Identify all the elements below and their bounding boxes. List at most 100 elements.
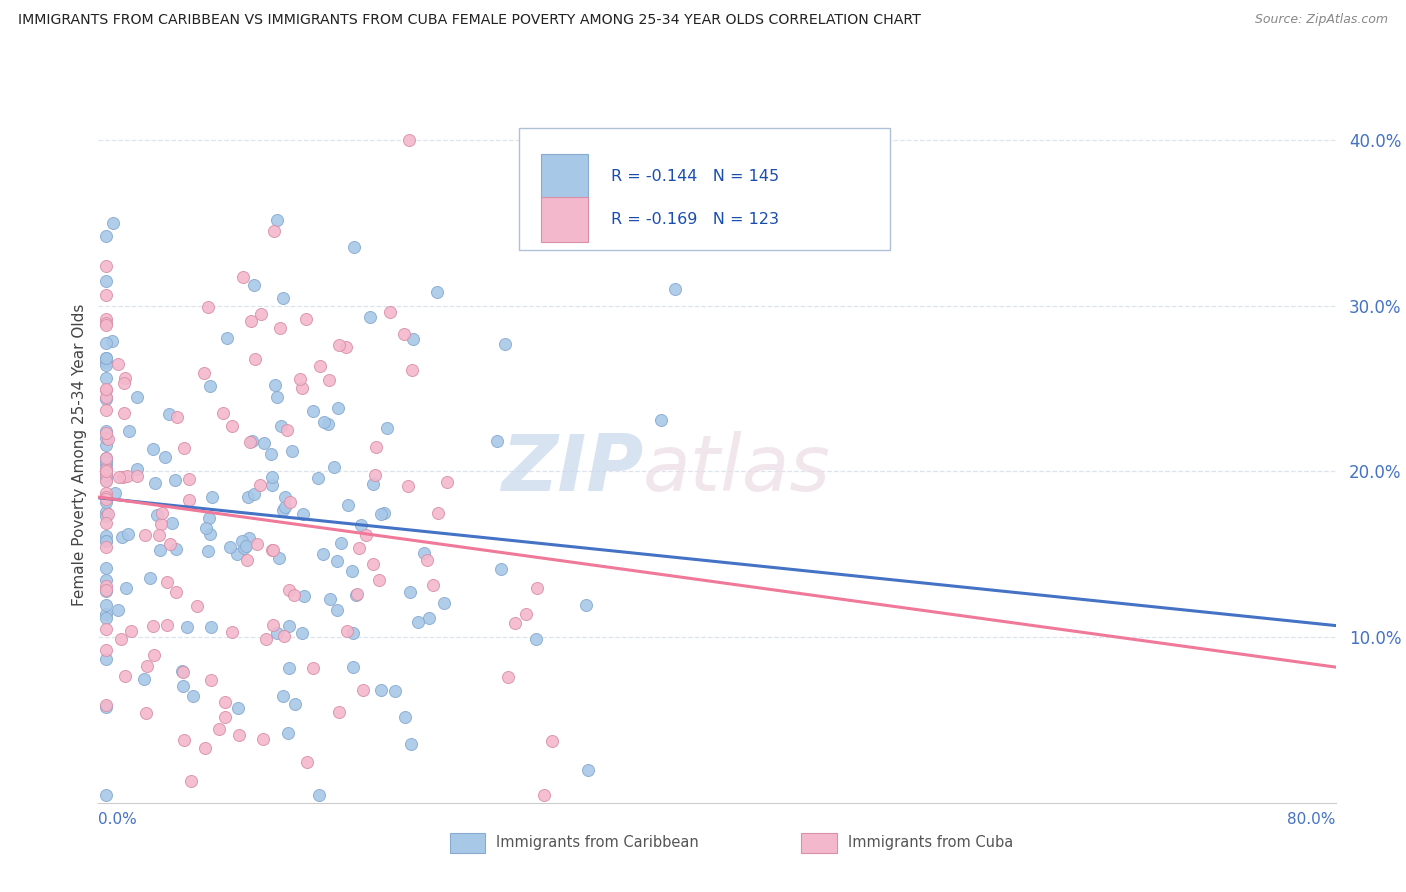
Point (135, 706, 157, 720)
Point (370, 507, 392, 521)
Point (96, 312, 118, 326)
Point (96, 371, 118, 385)
Point (96, 392, 118, 407)
Point (96, 788, 118, 802)
Point (193, 367, 215, 381)
Point (214, 695, 236, 709)
Point (271, 689, 294, 703)
Point (494, 337, 516, 351)
Point (139, 571, 162, 585)
Point (96, 473, 118, 487)
Point (96, 450, 118, 465)
Point (541, 734, 564, 748)
Point (243, 277, 266, 292)
Point (197, 300, 219, 314)
Point (370, 683, 392, 698)
Point (96, 318, 118, 333)
Point (342, 625, 364, 640)
Point (316, 417, 339, 431)
Point (384, 684, 406, 698)
Point (96, 698, 118, 712)
Point (361, 557, 384, 571)
Point (273, 490, 295, 504)
Point (180, 773, 202, 788)
Point (152, 506, 174, 520)
Point (352, 683, 374, 698)
Point (526, 581, 548, 595)
Point (96, 454, 118, 468)
Point (146, 508, 169, 522)
Point (96, 351, 118, 365)
Point (96, 384, 118, 398)
Point (198, 378, 221, 392)
Point (96, 583, 118, 598)
Text: Immigrants from Cuba: Immigrants from Cuba (848, 836, 1014, 850)
Point (575, 598, 598, 612)
Point (108, 470, 131, 484)
Point (398, 133, 420, 147)
Point (96, 468, 118, 483)
Point (242, 434, 264, 449)
Point (111, 530, 134, 544)
Point (114, 669, 136, 683)
Point (236, 490, 259, 504)
Point (96, 623, 118, 637)
Point (96, 491, 118, 506)
Point (398, 585, 420, 599)
Point (96, 652, 118, 666)
Point (396, 479, 419, 493)
Point (249, 307, 271, 321)
Point (278, 495, 301, 509)
Point (254, 632, 277, 647)
Point (433, 596, 456, 610)
Point (346, 587, 368, 601)
Point (148, 542, 170, 557)
Point (273, 500, 295, 514)
Point (153, 450, 176, 464)
Point (273, 502, 295, 516)
Point (308, 359, 330, 374)
Point (96, 490, 118, 504)
Point (323, 460, 346, 475)
Point (281, 443, 304, 458)
Point (416, 552, 439, 566)
Y-axis label: Female Poverty Among 25-34 Year Olds: Female Poverty Among 25-34 Year Olds (72, 304, 87, 606)
Point (96, 274, 118, 288)
Point (149, 516, 172, 531)
Point (378, 304, 401, 318)
Point (231, 534, 253, 549)
Point (214, 710, 236, 724)
Point (329, 536, 352, 550)
Point (96, 516, 118, 531)
Point (96, 505, 118, 519)
Point (262, 617, 284, 632)
Bar (541, 196, 588, 242)
Point (292, 589, 315, 603)
Point (266, 213, 288, 227)
Point (664, 282, 686, 296)
Point (295, 312, 318, 326)
Point (136, 658, 159, 673)
Point (173, 679, 195, 693)
Point (291, 381, 314, 395)
Point (118, 424, 141, 438)
Point (295, 755, 318, 769)
Point (239, 314, 262, 328)
Point (356, 527, 378, 541)
Text: 0.0%: 0.0% (98, 812, 138, 827)
Point (96, 317, 118, 331)
Point (436, 475, 458, 490)
Point (110, 632, 132, 647)
Point (336, 624, 359, 638)
Point (96, 458, 118, 472)
Point (112, 376, 135, 390)
Point (97, 432, 120, 446)
Point (96, 402, 118, 417)
Point (96, 643, 118, 657)
FancyBboxPatch shape (519, 128, 890, 250)
Point (200, 673, 222, 687)
Point (96, 582, 118, 597)
Text: Source: ZipAtlas.com: Source: ZipAtlas.com (1254, 13, 1388, 27)
Point (197, 543, 219, 558)
Point (266, 626, 288, 640)
